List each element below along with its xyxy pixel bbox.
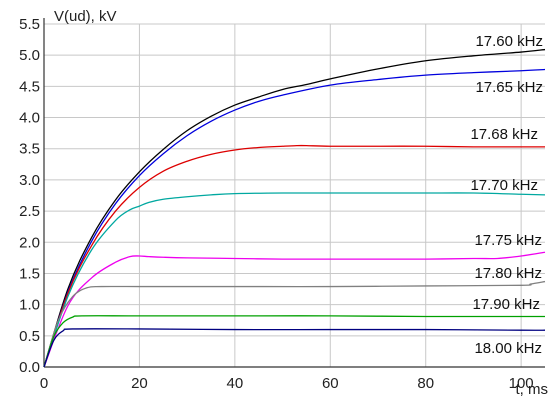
y-tick-label: 1.5	[19, 265, 40, 282]
series-label: 17.75 kHz	[474, 232, 542, 249]
series-label: 17.65 kHz	[475, 79, 543, 96]
series-line	[43, 328, 546, 368]
y-tick-label: 3.5	[19, 141, 40, 158]
series-line	[43, 192, 546, 368]
x-tick-label: 40	[227, 375, 244, 392]
axes	[43, 18, 545, 368]
y-tick-label: 0.0	[19, 359, 40, 376]
series-lines	[43, 48, 546, 368]
x-tick-labels: 0 20 40 60 80 100	[40, 375, 534, 392]
series-label: 18.00 kHz	[474, 340, 542, 357]
series-line	[43, 280, 546, 368]
x-tick-label: 60	[322, 375, 339, 392]
grid	[44, 23, 545, 367]
x-tick-label: 20	[131, 375, 148, 392]
series-label: 17.90 kHz	[472, 296, 540, 313]
x-tick-label: 80	[417, 375, 434, 392]
series-label: 17.68 kHz	[470, 126, 538, 143]
y-tick-label: 3.0	[19, 172, 40, 189]
y-tick-label: 5.0	[19, 47, 40, 64]
series-line	[43, 48, 546, 368]
y-tick-labels: 0.0 0.5 1.0 1.5 2.0 2.5 3.0 3.5 4.0 4.5 5.0 5.5	[19, 16, 40, 376]
y-tick-label: 4.0	[19, 110, 40, 127]
x-tick-label: 100	[509, 375, 534, 392]
series-labels: 17.60 kHz 17.65 kHz 17.68 kHz 17.70 kHz 17.7…	[470, 33, 543, 357]
x-axis-title: t, ms	[516, 381, 549, 398]
y-tick-label: 1.0	[19, 297, 40, 314]
y-tick-label: 0.5	[19, 328, 40, 345]
y-tick-label: 4.5	[19, 78, 40, 95]
y-tick-label: 5.5	[19, 16, 40, 33]
series-line	[43, 315, 545, 368]
series-line	[43, 251, 546, 368]
y-tick-label: 2.5	[19, 203, 40, 220]
series-line	[43, 144, 545, 368]
series-line	[43, 68, 546, 368]
y-tick-label: 2.0	[19, 234, 40, 251]
x-tick-label: 0	[40, 375, 48, 392]
series-label: 17.60 kHz	[475, 33, 543, 50]
series-label: 17.80 kHz	[474, 265, 542, 282]
series-label: 17.70 kHz	[470, 177, 538, 194]
y-axis-title: V(ud), kV	[54, 8, 117, 25]
